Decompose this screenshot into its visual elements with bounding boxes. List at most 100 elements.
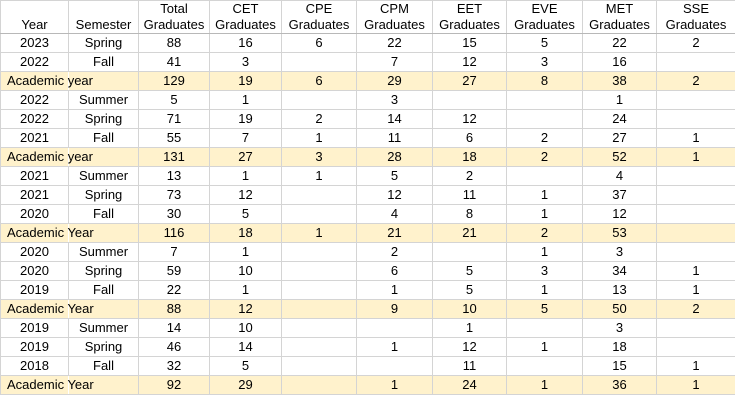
eet-cell[interactable]: 12 [432, 52, 507, 72]
eet-cell[interactable] [432, 242, 507, 262]
semester-cell[interactable]: Spring [68, 109, 139, 129]
total-cell[interactable]: 88 [138, 33, 210, 53]
header-eve-bottom[interactable]: Graduates [506, 17, 583, 34]
year-cell[interactable]: 2021 [0, 166, 69, 186]
eve-cell[interactable]: 1 [506, 337, 583, 357]
header-cet-top[interactable]: CET [209, 0, 282, 17]
header-sse-top[interactable]: SSE [656, 0, 735, 17]
cpm-cell[interactable]: 11 [356, 128, 433, 148]
header-met-top[interactable]: MET [582, 0, 657, 17]
academic-year-label-cell[interactable]: Academic year [0, 147, 93, 167]
year-cell[interactable]: 2022 [0, 90, 69, 110]
semester-cell[interactable] [68, 223, 139, 243]
total-cell[interactable]: 7 [138, 242, 210, 262]
met-cell[interactable]: 16 [582, 52, 657, 72]
sse-cell[interactable]: 1 [656, 356, 735, 376]
met-cell[interactable]: 27 [582, 128, 657, 148]
header-cell[interactable] [0, 0, 69, 17]
eet-cell[interactable]: 8 [432, 204, 507, 224]
sse-cell[interactable]: 1 [656, 280, 735, 300]
total-cell[interactable]: 88 [138, 299, 210, 319]
total-cell[interactable]: 46 [138, 337, 210, 357]
eet-cell[interactable]: 11 [432, 356, 507, 376]
total-cell[interactable]: 5 [138, 90, 210, 110]
cet-cell[interactable]: 14 [209, 337, 282, 357]
eve-cell[interactable]: 5 [506, 33, 583, 53]
cet-cell[interactable]: 19 [209, 109, 282, 129]
year-cell[interactable]: 2021 [0, 128, 69, 148]
header-eet-top[interactable]: EET [432, 0, 507, 17]
cpm-cell[interactable]: 21 [356, 223, 433, 243]
semester-cell[interactable] [68, 147, 139, 167]
cpm-cell[interactable]: 1 [356, 337, 433, 357]
cpm-cell[interactable]: 5 [356, 166, 433, 186]
eve-cell[interactable]: 2 [506, 223, 583, 243]
semester-cell[interactable]: Summer [68, 90, 139, 110]
cpm-cell[interactable] [356, 318, 433, 338]
sse-cell[interactable]: 2 [656, 71, 735, 91]
eet-cell[interactable]: 2 [432, 166, 507, 186]
eve-cell[interactable]: 2 [506, 128, 583, 148]
eve-cell[interactable]: 3 [506, 52, 583, 72]
cpe-cell[interactable] [281, 337, 357, 357]
header-cet-bottom[interactable]: Graduates [209, 17, 282, 34]
semester-cell[interactable]: Spring [68, 33, 139, 53]
total-cell[interactable]: 59 [138, 261, 210, 281]
sse-cell[interactable] [656, 318, 735, 338]
sse-cell[interactable] [656, 337, 735, 357]
cpe-cell[interactable] [281, 204, 357, 224]
semester-cell[interactable]: Fall [68, 128, 139, 148]
sse-cell[interactable] [656, 52, 735, 72]
total-cell[interactable]: 30 [138, 204, 210, 224]
eve-cell[interactable]: 8 [506, 71, 583, 91]
sse-cell[interactable]: 1 [656, 375, 735, 395]
met-cell[interactable]: 37 [582, 185, 657, 205]
met-cell[interactable]: 3 [582, 242, 657, 262]
met-cell[interactable]: 1 [582, 90, 657, 110]
cpm-cell[interactable] [356, 356, 433, 376]
year-cell[interactable]: 2023 [0, 33, 69, 53]
eve-cell[interactable]: 1 [506, 280, 583, 300]
year-cell[interactable]: 2020 [0, 261, 69, 281]
academic-year-label-cell[interactable]: Academic Year [0, 299, 94, 319]
cpe-cell[interactable] [281, 280, 357, 300]
met-cell[interactable]: 3 [582, 318, 657, 338]
met-cell[interactable]: 34 [582, 261, 657, 281]
semester-cell[interactable]: Spring [68, 337, 139, 357]
eet-cell[interactable]: 24 [432, 375, 507, 395]
cpm-cell[interactable]: 14 [356, 109, 433, 129]
cet-cell[interactable]: 18 [209, 223, 282, 243]
eve-cell[interactable]: 1 [506, 375, 583, 395]
total-cell[interactable]: 13 [138, 166, 210, 186]
cpm-cell[interactable]: 7 [356, 52, 433, 72]
met-cell[interactable]: 53 [582, 223, 657, 243]
eve-cell[interactable]: 3 [506, 261, 583, 281]
total-cell[interactable]: 116 [138, 223, 210, 243]
eve-cell[interactable]: 2 [506, 147, 583, 167]
header-total-bottom[interactable]: Graduates [138, 17, 210, 34]
cpm-cell[interactable]: 29 [356, 71, 433, 91]
sse-cell[interactable]: 2 [656, 33, 735, 53]
cpe-cell[interactable] [281, 356, 357, 376]
year-cell[interactable]: 2018 [0, 356, 69, 376]
sse-cell[interactable] [656, 223, 735, 243]
eet-cell[interactable]: 15 [432, 33, 507, 53]
semester-cell[interactable]: Spring [68, 185, 139, 205]
cpm-cell[interactable]: 9 [356, 299, 433, 319]
year-cell[interactable]: 2020 [0, 242, 69, 262]
header-total-top[interactable]: Total [138, 0, 210, 17]
sse-cell[interactable] [656, 90, 735, 110]
sse-cell[interactable]: 1 [656, 128, 735, 148]
cpm-cell[interactable]: 12 [356, 185, 433, 205]
met-cell[interactable]: 52 [582, 147, 657, 167]
eve-cell[interactable] [506, 166, 583, 186]
eet-cell[interactable]: 1 [432, 318, 507, 338]
academic-year-label-cell[interactable]: Academic Year [0, 375, 94, 395]
eet-cell[interactable]: 6 [432, 128, 507, 148]
header-cpe-bottom[interactable]: Graduates [281, 17, 357, 34]
total-cell[interactable]: 32 [138, 356, 210, 376]
header-cpm-top[interactable]: CPM [356, 0, 433, 17]
cet-cell[interactable]: 1 [209, 280, 282, 300]
header-year[interactable]: Year [0, 17, 69, 34]
cpe-cell[interactable]: 1 [281, 223, 357, 243]
